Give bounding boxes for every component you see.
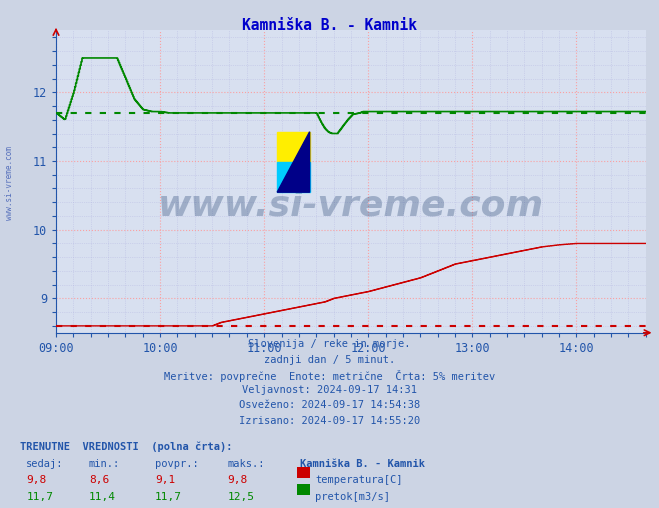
Text: www.si-vreme.com: www.si-vreme.com <box>5 146 14 220</box>
Text: Meritve: povprečne  Enote: metrične  Črta: 5% meritev: Meritve: povprečne Enote: metrične Črta:… <box>164 370 495 382</box>
Text: povpr.:: povpr.: <box>155 459 198 469</box>
Text: zadnji dan / 5 minut.: zadnji dan / 5 minut. <box>264 355 395 365</box>
Text: 12,5: 12,5 <box>227 492 254 502</box>
Text: Veljavnost: 2024-09-17 14:31: Veljavnost: 2024-09-17 14:31 <box>242 385 417 395</box>
Text: TRENUTNE  VREDNOSTI  (polna črta):: TRENUTNE VREDNOSTI (polna črta): <box>20 442 232 453</box>
Text: Kamniška B. - Kamnik: Kamniška B. - Kamnik <box>242 18 417 33</box>
Text: 11,7: 11,7 <box>155 492 182 502</box>
Text: Slovenija / reke in morje.: Slovenija / reke in morje. <box>248 339 411 350</box>
Bar <box>277 162 310 192</box>
Text: www.si-vreme.com: www.si-vreme.com <box>158 189 544 223</box>
Text: sedaj:: sedaj: <box>26 459 64 469</box>
Bar <box>277 132 310 162</box>
Text: maks.:: maks.: <box>227 459 265 469</box>
Text: 9,8: 9,8 <box>26 475 47 486</box>
Text: Osveženo: 2024-09-17 14:54:38: Osveženo: 2024-09-17 14:54:38 <box>239 400 420 410</box>
Text: 8,6: 8,6 <box>89 475 109 486</box>
Text: Kamniška B. - Kamnik: Kamniška B. - Kamnik <box>300 459 425 469</box>
Text: 9,8: 9,8 <box>227 475 248 486</box>
Text: pretok[m3/s]: pretok[m3/s] <box>315 492 390 502</box>
Polygon shape <box>277 132 310 192</box>
Text: 11,4: 11,4 <box>89 492 116 502</box>
Text: Izrisano: 2024-09-17 14:55:20: Izrisano: 2024-09-17 14:55:20 <box>239 416 420 426</box>
Text: 11,7: 11,7 <box>26 492 53 502</box>
Text: 9,1: 9,1 <box>155 475 175 486</box>
Text: temperatura[C]: temperatura[C] <box>315 475 403 486</box>
Text: min.:: min.: <box>89 459 120 469</box>
